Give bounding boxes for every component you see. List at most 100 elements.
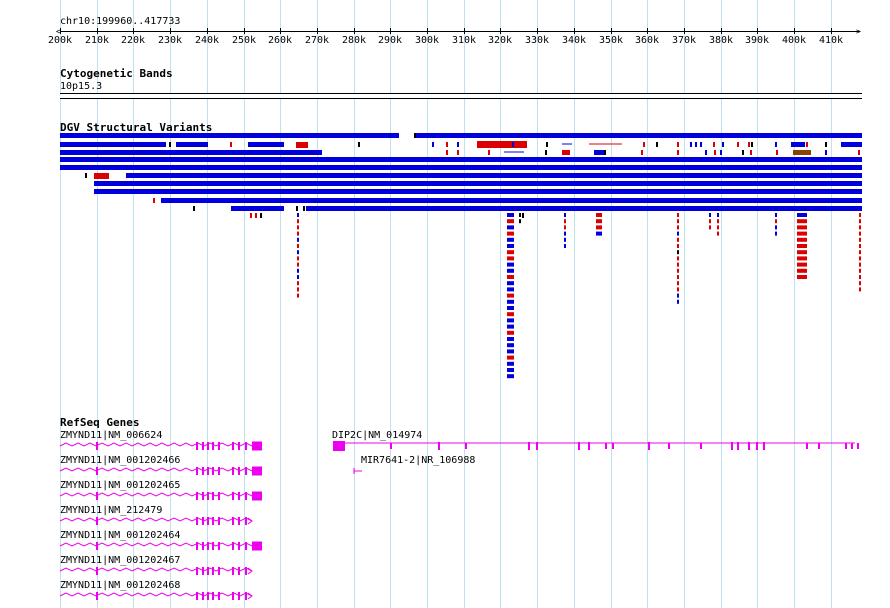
- variant-tick[interactable]: [296, 206, 298, 211]
- gene-exon[interactable]: [851, 443, 853, 449]
- variant-tick[interactable]: [507, 343, 514, 348]
- gene-label[interactable]: ZMYND11|NM_006624: [60, 430, 163, 441]
- gene-exon[interactable]: [536, 442, 538, 450]
- variant-tick[interactable]: [507, 262, 514, 267]
- variant-tick[interactable]: [797, 256, 807, 261]
- gene-exon[interactable]: [196, 467, 198, 475]
- variant-bar[interactable]: [248, 142, 284, 147]
- variant-bar[interactable]: [562, 150, 570, 155]
- variant-tick[interactable]: [297, 293, 299, 298]
- variant-tick[interactable]: [193, 206, 195, 211]
- variant-tick[interactable]: [507, 293, 514, 298]
- gene-exon[interactable]: [96, 592, 98, 600]
- variant-tick[interactable]: [750, 150, 752, 155]
- gene-exon[interactable]: [245, 542, 247, 550]
- variant-tick[interactable]: [714, 150, 716, 155]
- variant-bar[interactable]: [126, 173, 862, 178]
- variant-bar[interactable]: [60, 142, 166, 147]
- variant-bar[interactable]: [94, 173, 109, 179]
- variant-bar[interactable]: [176, 142, 208, 147]
- variant-tick[interactable]: [507, 337, 514, 341]
- variant-tick[interactable]: [250, 213, 252, 218]
- variant-tick[interactable]: [859, 268, 861, 273]
- gene-exon[interactable]: [806, 443, 808, 449]
- gene-exon[interactable]: [238, 542, 240, 550]
- gene-exon[interactable]: [245, 567, 247, 575]
- variant-tick[interactable]: [507, 237, 514, 242]
- gene-exon[interactable]: [196, 442, 198, 450]
- variant-tick[interactable]: [797, 250, 807, 255]
- variant-tick[interactable]: [797, 225, 807, 230]
- variant-tick[interactable]: [507, 275, 514, 279]
- variant-tick[interactable]: [564, 225, 566, 230]
- variant-tick[interactable]: [722, 142, 724, 147]
- variant-bar[interactable]: [60, 157, 862, 162]
- variant-tick[interactable]: [414, 133, 416, 138]
- variant-tick[interactable]: [604, 150, 606, 155]
- variant-tick[interactable]: [297, 225, 299, 230]
- variant-tick[interactable]: [709, 225, 711, 230]
- variant-tick[interactable]: [432, 142, 434, 147]
- variant-tick[interactable]: [859, 275, 861, 279]
- gene-label[interactable]: ZMYND11|NM_001202464: [60, 530, 181, 541]
- gene-intron[interactable]: [59, 592, 253, 597]
- gene-exon[interactable]: [605, 443, 607, 449]
- variant-tick[interactable]: [507, 374, 514, 379]
- variant-tick[interactable]: [690, 142, 692, 147]
- gene-exon[interactable]: [218, 567, 220, 575]
- variant-tick[interactable]: [825, 142, 827, 147]
- gene-label[interactable]: DIP2C|NM_014974: [332, 430, 423, 441]
- variant-tick[interactable]: [717, 213, 719, 217]
- variant-tick[interactable]: [797, 213, 807, 217]
- variant-tick[interactable]: [564, 244, 566, 248]
- gene-exon[interactable]: [212, 542, 214, 550]
- variant-tick[interactable]: [797, 231, 807, 236]
- variant-tick[interactable]: [297, 256, 299, 261]
- gene-exon[interactable]: [196, 592, 198, 600]
- variant-tick[interactable]: [507, 355, 514, 360]
- gene-label[interactable]: ZMYND11|NM_001202467: [60, 555, 181, 566]
- gene-exon[interactable]: [465, 443, 467, 449]
- gene-exon[interactable]: [668, 443, 670, 449]
- variant-tick[interactable]: [677, 237, 679, 242]
- variant-tick[interactable]: [507, 213, 514, 217]
- gene-label[interactable]: MIR7641-2|NR_106988: [361, 455, 476, 466]
- variant-tick[interactable]: [545, 150, 547, 155]
- gene-exon[interactable]: [202, 542, 204, 550]
- variant-tick[interactable]: [859, 219, 861, 224]
- gene-exon[interactable]: [238, 592, 240, 600]
- gene-exon[interactable]: [232, 517, 234, 525]
- variant-tick[interactable]: [457, 150, 459, 155]
- variant-tick[interactable]: [677, 268, 679, 273]
- variant-bar[interactable]: [791, 142, 805, 147]
- variant-tick[interactable]: [564, 213, 566, 217]
- gene-exon[interactable]: [212, 442, 214, 450]
- variant-tick[interactable]: [859, 256, 861, 261]
- variant-tick[interactable]: [297, 268, 299, 273]
- variant-tick[interactable]: [656, 142, 658, 147]
- variant-tick[interactable]: [748, 142, 750, 147]
- gene-label[interactable]: ZMYND11|NM_001202465: [60, 480, 181, 491]
- gene-exon[interactable]: [196, 542, 198, 550]
- gene-exon[interactable]: [202, 592, 204, 600]
- variant-tick[interactable]: [641, 150, 643, 155]
- gene-exon[interactable]: [763, 442, 765, 450]
- variant-tick[interactable]: [507, 312, 514, 317]
- variant-tick[interactable]: [677, 250, 679, 255]
- variant-tick[interactable]: [677, 287, 679, 292]
- variant-tick[interactable]: [446, 142, 448, 147]
- gene-exon[interactable]: [96, 442, 98, 450]
- variant-tick[interactable]: [677, 293, 679, 298]
- gene-exon[interactable]: [232, 567, 234, 575]
- gene-exon[interactable]: [528, 442, 530, 450]
- gene-exon[interactable]: [96, 567, 98, 575]
- variant-tick[interactable]: [720, 150, 722, 155]
- gene-exon[interactable]: [232, 467, 234, 475]
- variant-tick[interactable]: [297, 219, 299, 224]
- variant-tick[interactable]: [522, 213, 524, 218]
- variant-tick[interactable]: [507, 244, 514, 248]
- variant-tick[interactable]: [859, 281, 861, 286]
- cytoband-bar[interactable]: [60, 93, 862, 99]
